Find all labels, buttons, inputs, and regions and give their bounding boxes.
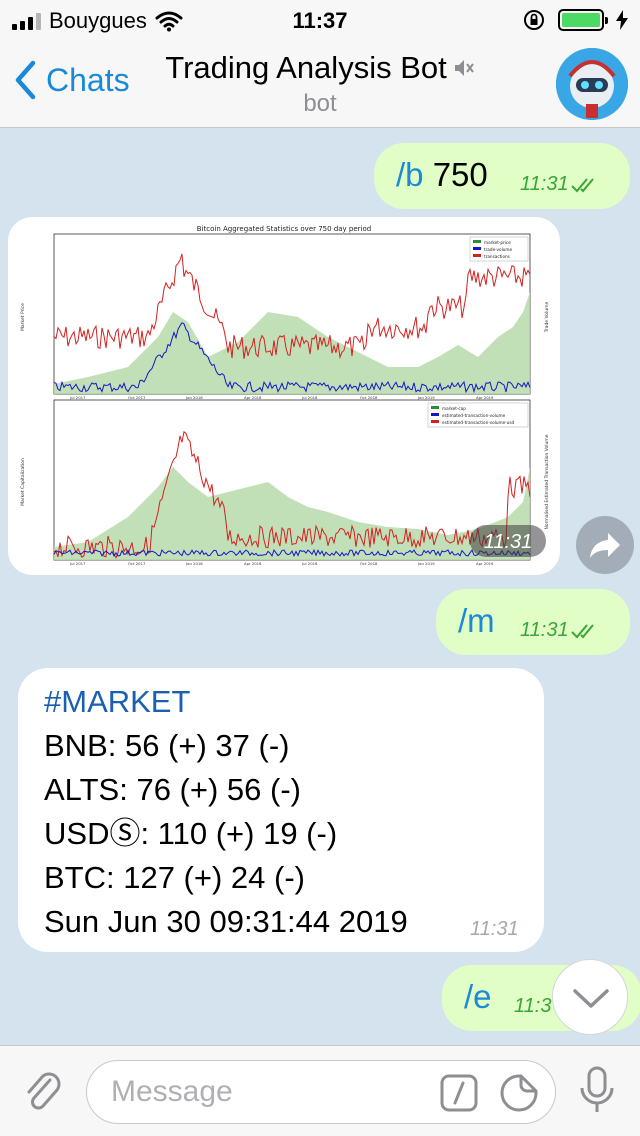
- x-tick-label: Jan 2018: [185, 395, 203, 400]
- back-label: Chats: [46, 61, 130, 98]
- market-line-usds: USDⓈ: 110 (+) 19 (-): [44, 816, 338, 851]
- market-line-date: Sun Jun 30 09:31:44 2019: [44, 904, 408, 939]
- chart-title: Bitcoin Aggregated Statistics over 750 d…: [197, 225, 371, 233]
- image-time: 11:31: [484, 531, 533, 553]
- clock: 11:37: [292, 8, 348, 33]
- message-time: 11:31: [520, 173, 569, 195]
- message-time: 11:31: [520, 619, 569, 641]
- double-check-icon: [570, 623, 594, 638]
- x-tick-label: Oct 2017: [128, 561, 146, 566]
- x-tick-label: Jul 2017: [69, 395, 86, 400]
- command-link[interactable]: /m: [458, 602, 495, 639]
- message-list[interactable]: /b 750 11:31 Bitcoin Aggregated Statisti…: [0, 129, 640, 1045]
- market-line-btc: BTC: 127 (+) 24 (-): [44, 860, 305, 895]
- message-field[interactable]: [86, 1060, 556, 1124]
- paperclip-icon[interactable]: [20, 1068, 66, 1114]
- legend-estimated-transaction-volume-usd: estimated-transaction-volume-usd: [442, 420, 515, 425]
- bot-commands-icon[interactable]: [439, 1073, 479, 1113]
- x-tick-label: Jul 2018: [301, 561, 318, 566]
- chevron-left-icon: [15, 60, 36, 100]
- back-button[interactable]: Chats: [14, 60, 130, 100]
- market-hashtag[interactable]: #MARKET: [44, 684, 191, 719]
- sticker-icon[interactable]: [499, 1073, 539, 1113]
- orientation-lock-icon: [524, 10, 544, 30]
- message-time: 11:31: [470, 918, 519, 940]
- signal-strength-icon: [12, 12, 41, 30]
- chevron-down-icon: [573, 989, 609, 1008]
- chat-header: Chats Trading Analysis Bot bot: [0, 40, 640, 128]
- chart-image[interactable]: Bitcoin Aggregated Statistics over 750 d…: [8, 217, 560, 575]
- microphone-icon[interactable]: [574, 1064, 620, 1118]
- x-tick-label: Oct 2018: [360, 561, 378, 566]
- x-tick-label: Oct 2017: [128, 395, 146, 400]
- x-tick-label: Apr 2019: [476, 395, 494, 400]
- x-tick-label: Jan 2018: [185, 561, 203, 566]
- chat-subtitle: bot: [303, 90, 337, 117]
- command-link[interactable]: /e: [464, 978, 492, 1015]
- incoming-text-message[interactable]: #MARKET BNB: 56 (+) 37 (-) ALTS: 76 (+) …: [18, 668, 544, 952]
- top-ylabel-left: Market Price: [20, 303, 26, 331]
- carrier-info: Bouygues: [12, 8, 183, 34]
- top-ylabel-right: Trade Volume: [544, 302, 550, 334]
- message-input-bar: [0, 1045, 640, 1136]
- carrier-name: Bouygues: [49, 8, 147, 33]
- command-argument: 750: [432, 156, 488, 193]
- x-tick-label: Jan 2019: [417, 561, 435, 566]
- outgoing-message[interactable]: /m 11:31: [436, 589, 630, 655]
- bottom-ylabel-right: Normalised Estimated Transaction Volume: [544, 434, 550, 529]
- legend-trade-volume: trade-volume: [484, 247, 512, 252]
- x-tick-label: Apr 2019: [476, 561, 494, 566]
- x-tick-label: Jan 2019: [417, 395, 435, 400]
- charging-bolt-icon: [616, 10, 628, 30]
- message-time: 11:3: [514, 995, 552, 1017]
- x-tick-label: Apr 2018: [244, 561, 262, 566]
- market-line-alts: ALTS: 76 (+) 56 (-): [44, 772, 301, 807]
- command-link[interactable]: /b: [396, 156, 424, 193]
- battery-icon: [558, 9, 608, 31]
- incoming-image-message[interactable]: Bitcoin Aggregated Statistics over 750 d…: [8, 217, 560, 575]
- legend-market-price: market-price: [484, 240, 511, 245]
- legend-market-cap: market-cap: [442, 406, 466, 411]
- x-tick-label: Oct 2018: [360, 395, 378, 400]
- share-arrow-icon: [590, 533, 620, 558]
- double-check-icon: [570, 177, 594, 192]
- chat-title: Trading Analysis Bot: [165, 50, 447, 85]
- market-line-bnb: BNB: 56 (+) 37 (-): [44, 728, 290, 763]
- chat-title-area[interactable]: Trading Analysis Bot bot: [150, 50, 490, 118]
- message-input[interactable]: [111, 1075, 431, 1109]
- outgoing-message[interactable]: /b 750 11:31: [374, 143, 630, 209]
- legend-transactions: transactions: [484, 254, 510, 259]
- wifi-icon: [155, 11, 183, 32]
- x-tick-label: Jul 2018: [301, 395, 318, 400]
- bot-avatar[interactable]: [556, 48, 628, 120]
- x-tick-label: Apr 2018: [244, 395, 262, 400]
- muted-speaker-icon: [454, 60, 474, 76]
- x-tick-label: Jul 2017: [69, 561, 86, 566]
- scroll-to-bottom-button[interactable]: [552, 959, 628, 1035]
- legend-estimated-transaction-volume: estimated-transaction-volume: [442, 413, 506, 418]
- status-bar: Bouygues 11:37: [0, 0, 640, 40]
- bottom-ylabel-left: Market Capitalization: [20, 458, 26, 506]
- forward-button[interactable]: [576, 516, 634, 574]
